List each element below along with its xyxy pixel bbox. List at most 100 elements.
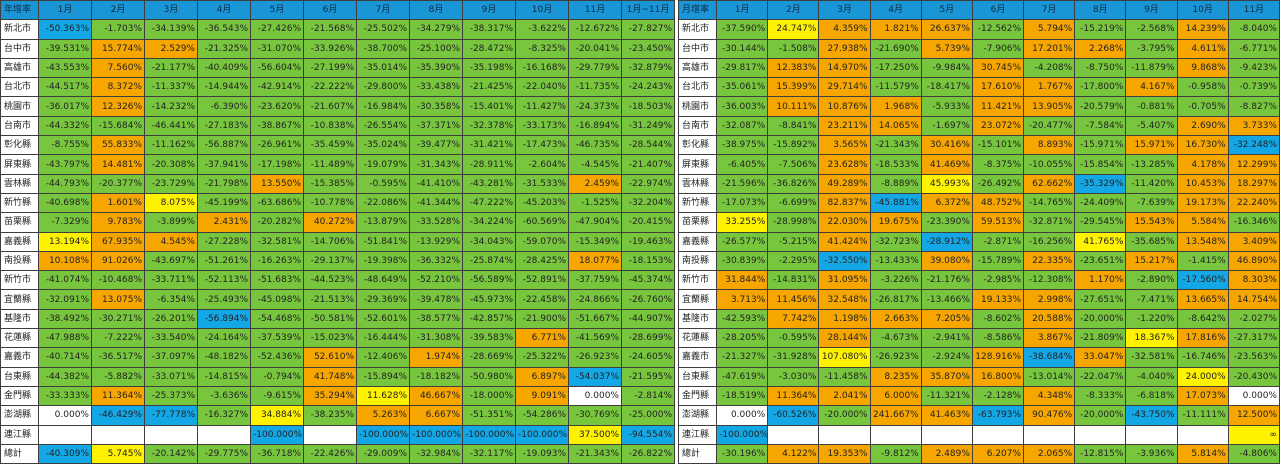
table-row: 宜蘭縣 -32.091% 13.075% -6.354% -25.493% -45.098… — [0, 289, 675, 310]
table-cell: -0.705% — [1176, 96, 1229, 117]
table-cell: 5.263% — [356, 405, 410, 426]
table-cell: 41.424% — [818, 231, 871, 252]
table-cell: 12.500% — [1227, 405, 1280, 426]
table-cell: -8.333% — [1074, 385, 1127, 407]
table-cell: -25.373% — [144, 385, 198, 407]
table-row: 嘉義縣 13.194% 67.935% 4.545% -27.228% -32.581% -… — [0, 231, 675, 252]
table-cell: -43.281% — [462, 173, 516, 194]
table-cell: -30.144% — [716, 38, 769, 59]
table-cell — [1125, 424, 1178, 445]
table-cell: 1.821% — [869, 19, 922, 40]
table-cell: -7.329% — [38, 212, 92, 233]
table-cell — [197, 424, 251, 445]
table-row: 台東縣 -44.382% -5.882% -33.071% -14.815% -0.794… — [0, 366, 675, 387]
table-cell: -15.401% — [462, 96, 516, 117]
table-cell: 10.108% — [38, 250, 92, 272]
table-cell: 8.075% — [144, 192, 198, 214]
column-header: 10月 — [1176, 0, 1229, 21]
table-cell: -15.892% — [767, 135, 820, 156]
table-cell: -38.317% — [462, 19, 516, 40]
table-cell: -18.182% — [409, 366, 463, 387]
table-cell: 31.844% — [716, 270, 769, 291]
table-cell: -29.545% — [1074, 212, 1127, 233]
table-cell: 2.690% — [1176, 115, 1229, 137]
table-cell: -28.912% — [920, 231, 973, 252]
table-cell: -35.685% — [1125, 231, 1178, 252]
table-row: 苗栗縣 -7.329% 9.783% -3.899% 2.431% -20.282% 40.… — [0, 212, 675, 233]
table-cell: -3.899% — [144, 212, 198, 233]
table-cell: -12.815% — [1074, 443, 1127, 464]
table-cell: -33.071% — [144, 366, 198, 387]
table-cell: 16.800% — [971, 366, 1025, 387]
table-cell: -38.700% — [356, 38, 410, 59]
table-row: 屏東縣 -43.797% 14.481% -20.308% -37.941% -17.19… — [0, 154, 675, 175]
table-cell: -48.649% — [356, 270, 410, 291]
table-cell: -44.332% — [38, 115, 92, 137]
table-cell: -54.286% — [515, 405, 569, 426]
table-cell: -29.800% — [356, 77, 410, 98]
table-cell: 59.513% — [971, 212, 1025, 233]
table-cell: 0.000% — [568, 385, 622, 407]
table-cell: -22.086% — [356, 192, 410, 214]
row-label: 桃園市 — [0, 96, 39, 117]
table-cell: -100.000% — [409, 424, 463, 445]
table-cell: -39.531% — [38, 38, 92, 59]
table-cell: -28.472% — [462, 38, 516, 59]
table-cell: -31.308% — [409, 328, 463, 349]
table-cell: 30.745% — [971, 57, 1025, 79]
table-cell: -47.988% — [38, 328, 92, 349]
table-cell: -16.263% — [250, 250, 304, 272]
table-cell: -16.346% — [1227, 212, 1280, 233]
table-cell: 12.299% — [1227, 154, 1280, 175]
row-label: 嘉義市 — [0, 347, 39, 368]
table-row: 嘉義縣 -26.577% -5.215% 41.424% -32.723% -28.912… — [677, 231, 1280, 252]
table-cell: -32.204% — [621, 192, 675, 214]
table-cell: -38.867% — [250, 115, 304, 137]
table-cell: 4.545% — [144, 231, 198, 252]
table-cell: 1.968% — [869, 96, 922, 117]
table-cell: -15.894% — [356, 366, 410, 387]
table-cell: -20.000% — [1074, 308, 1127, 330]
table-cell: -24.866% — [568, 289, 622, 310]
row-label: 苗栗縣 — [0, 212, 39, 233]
table-cell: 8.235% — [869, 366, 922, 387]
table-cell: -23.729% — [144, 173, 198, 194]
column-header: 6月 — [971, 0, 1025, 21]
row-label: 基隆市 — [677, 308, 718, 330]
row-label: 台中市 — [677, 38, 718, 59]
table-row: 台北市 -44.517% 8.372% -11.337% -14.944% -42.914… — [0, 77, 675, 98]
table-cell: -15.023% — [303, 328, 357, 349]
monthly-growth-table: 月增率 1月 2月 3月 4月 5月 6月 7月 8月 9月 10月 11月 新北市 -37.590% 24… — [677, 0, 1280, 464]
table-cell: -21.327% — [716, 347, 769, 368]
table-cell: -26.492% — [971, 173, 1025, 194]
table-row: 彰化縣 -38.975% -15.892% 3.565% -21.343% 30.416%… — [677, 135, 1280, 156]
table-cell: -56.894% — [197, 308, 251, 330]
table-cell: 5.794% — [1023, 19, 1076, 40]
row-label: 台東縣 — [677, 366, 718, 387]
table-cell: -24.373% — [568, 96, 622, 117]
table-cell: 0.000% — [38, 405, 92, 426]
table-cell: -44.382% — [38, 366, 92, 387]
table-cell: -42.593% — [716, 308, 769, 330]
row-label: 南投縣 — [677, 250, 718, 272]
table-cell: 82.837% — [818, 192, 871, 214]
table-cell: -26.923% — [869, 347, 922, 368]
table-cell: 10.876% — [818, 96, 871, 117]
table-cell: 15.971% — [1125, 135, 1178, 156]
table-row: 新竹市 -41.074% -10.468% -33.711% -52.113% -51.6… — [0, 270, 675, 291]
table-cell: -100.000% — [515, 424, 569, 445]
table-cell: -16.444% — [356, 328, 410, 349]
table-cell: 9.091% — [515, 385, 569, 407]
table-cell: -0.739% — [1227, 77, 1280, 98]
table-cell: -44.517% — [38, 77, 92, 98]
table-cell: -25.493% — [197, 289, 251, 310]
table-row: 連江縣 -100.000% -100.000% -100.000% -100.000% -… — [0, 424, 675, 445]
table-cell: -11.162% — [144, 135, 198, 156]
table-cell: 6.771% — [515, 328, 569, 349]
table-cell: 26.637% — [920, 19, 973, 40]
table-row: 台中市 -30.144% -1.508% 27.938% -21.690% 5.739% -… — [677, 38, 1280, 59]
row-label: 連江縣 — [677, 424, 718, 445]
table-cell: ∞ — [1227, 424, 1280, 445]
table-cell: 30.416% — [920, 135, 973, 156]
table-cell: -40.309% — [38, 443, 92, 464]
